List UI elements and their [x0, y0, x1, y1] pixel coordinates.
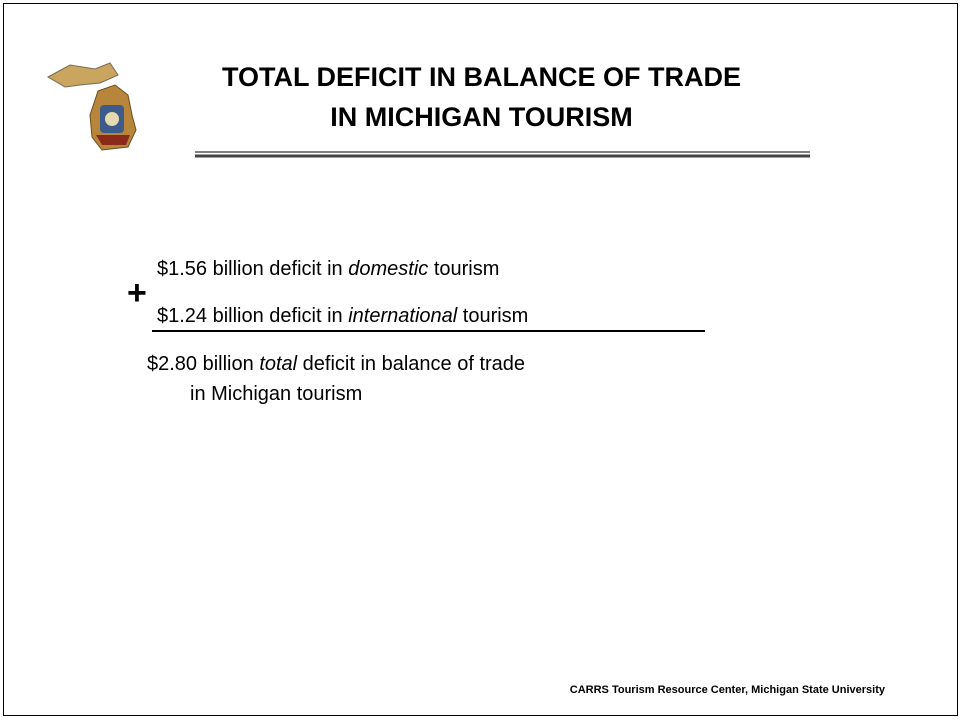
text: tourism	[428, 258, 500, 280]
title-rule	[195, 151, 810, 158]
text-line: $2.80 billion total deficit in balance o…	[147, 353, 525, 376]
text: deficit in balance of trade	[297, 353, 526, 375]
title-line: IN MICHIGAN TOURISM	[330, 102, 633, 132]
emphasis: domestic	[348, 258, 429, 280]
text-line: $1.56 billion deficit in domestic touris…	[157, 258, 499, 281]
sum-rule	[152, 330, 705, 332]
footer: CARRS Tourism Resource Center, Michigan …	[569, 684, 885, 696]
slide	[3, 3, 958, 716]
text: $1.24 billion deficit in	[157, 305, 349, 327]
text: $1.56 billion deficit in	[157, 258, 349, 280]
text-line: $1.24 billion deficit in international t…	[157, 305, 528, 328]
logo	[46, 62, 137, 151]
emphasis: total	[259, 353, 298, 375]
text: tourism	[457, 305, 529, 327]
title-line: TOTAL DEFICIT IN BALANCE OF TRADE	[222, 62, 741, 92]
text-line: in Michigan tourism	[190, 383, 363, 405]
emphasis: international	[348, 305, 458, 327]
plus-sign: +	[127, 274, 147, 312]
text: $2.80 billion	[147, 353, 260, 375]
